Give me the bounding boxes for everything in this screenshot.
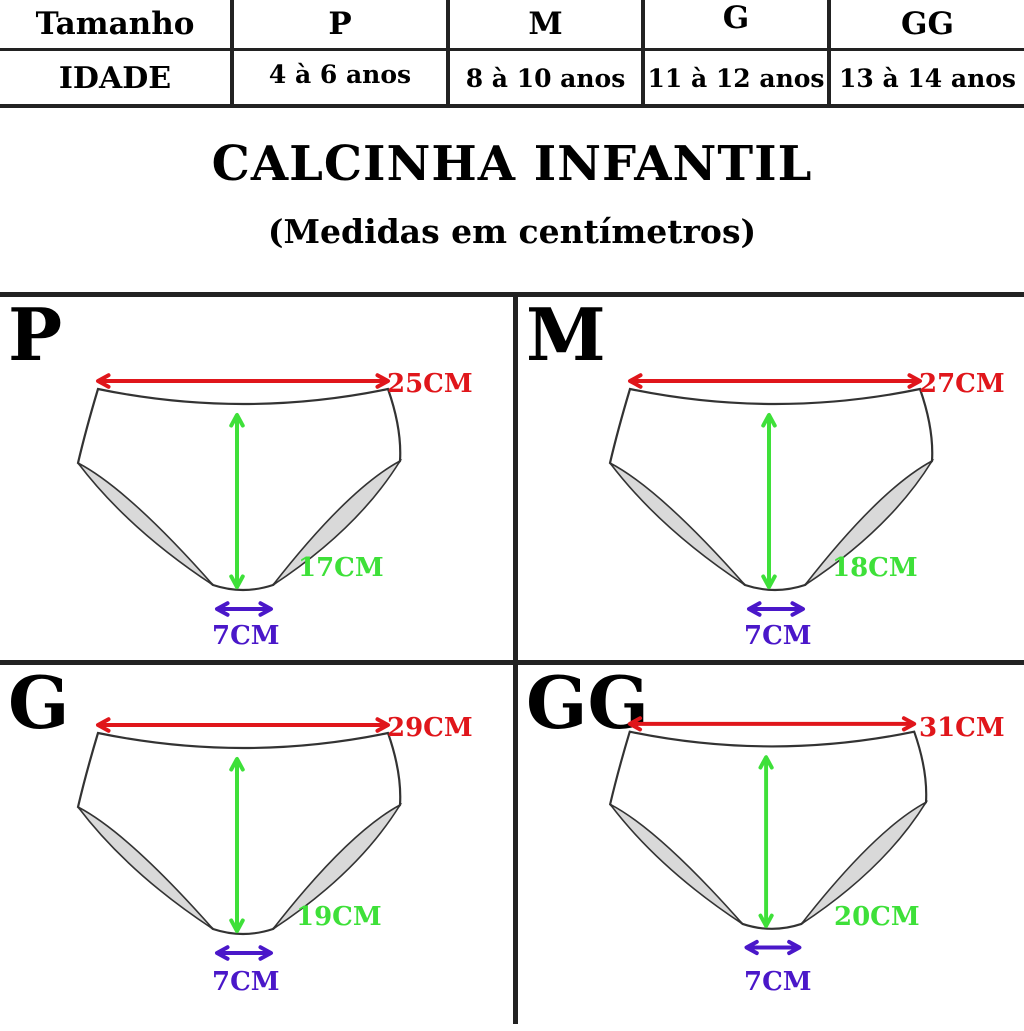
panel-size-letter: GG: [526, 660, 649, 745]
panel-size-g: G 29CM 19CM 7CM: [0, 665, 512, 1031]
waist-arrow-head: [375, 717, 390, 733]
leg-opening-left: [609, 462, 746, 586]
table-age-g: 11 à 12 anos: [647, 63, 825, 93]
table-header-tamanho: Tamanho: [35, 6, 195, 42]
table-age-m: 8 à 10 anos: [465, 63, 626, 93]
leg-opening-right: [272, 458, 403, 586]
waist-arrow: [96, 373, 390, 389]
leg-opening-right: [272, 802, 403, 930]
height-measure-label: 17CM: [298, 553, 384, 583]
height-arrow: [761, 413, 777, 589]
crotch-arrow: [747, 601, 805, 617]
waist-arrow-head: [901, 716, 917, 732]
height-arrow: [229, 413, 245, 589]
panty-diagram: [76, 717, 403, 961]
height-measure-label: 18CM: [832, 553, 918, 583]
leg-opening-left: [77, 462, 214, 586]
table-column-divider: [446, 0, 450, 108]
crotch-arrow-head: [787, 939, 802, 956]
waist-arrow: [628, 373, 922, 389]
crotch-measure-label: 7CM: [212, 621, 280, 651]
height-arrow: [229, 757, 245, 933]
panty-outline: [608, 716, 929, 956]
table-age-gg: 13 à 14 anos: [838, 63, 1016, 93]
crotch-arrow-head: [258, 601, 273, 617]
panel-size-letter: M: [526, 292, 606, 377]
height-arrow-head: [758, 913, 774, 928]
grid-top-border: [0, 292, 1024, 297]
panel-size-p: P 25CM 17CM 7CM: [0, 297, 512, 663]
panty-diagram: [608, 373, 935, 617]
panty-outline: [76, 717, 403, 961]
crotch-arrow: [215, 601, 273, 617]
panty-diagram: [76, 373, 403, 617]
panel-size-gg: GG 31CM 20CM 7CM: [518, 665, 1024, 1031]
waist-arrow-head: [96, 373, 111, 389]
waist-measure-label: 29CM: [387, 713, 473, 743]
height-measure-label: 20CM: [834, 902, 920, 932]
waist-arrow-head: [907, 373, 922, 389]
height-arrow-head: [229, 757, 245, 772]
height-arrow-head: [229, 918, 245, 933]
crotch-arrow-head: [215, 945, 230, 961]
waist-arrow-head: [628, 373, 643, 389]
table-bottom-border: [0, 104, 1024, 108]
table-size-p: P: [328, 6, 352, 42]
crotch-arrow: [744, 939, 802, 956]
panel-size-letter: G: [8, 660, 70, 745]
waist-arrow-head: [375, 373, 390, 389]
page-title: CALCINHA INFANTIL: [211, 136, 813, 192]
crotch-measure-label: 7CM: [744, 967, 812, 997]
panty-outline: [76, 373, 403, 617]
grid-center-divider: [513, 292, 518, 1024]
leg-opening-right: [804, 458, 935, 586]
panel-size-letter: P: [8, 292, 63, 377]
table-size-gg: GG: [901, 6, 954, 42]
height-arrow-head: [229, 574, 245, 589]
panty-diagram: [608, 716, 929, 956]
height-arrow-head: [229, 413, 245, 428]
crotch-arrow-head: [215, 601, 230, 617]
height-measure-label: 19CM: [296, 902, 382, 932]
crotch-arrow-head: [258, 945, 273, 961]
waist-measure-label: 25CM: [387, 369, 473, 399]
waist-measure-label: 31CM: [919, 713, 1005, 743]
waist-arrow-head: [96, 717, 111, 733]
table-column-divider: [230, 0, 234, 108]
table-row-divider: [0, 48, 1024, 51]
table-age-p: 4 à 6 anos: [268, 59, 412, 89]
panty-outline: [608, 373, 935, 617]
table-size-g: G: [722, 0, 750, 36]
size-table: Tamanho P M G GG IDADE 4 à 6 anos 8 à 10…: [0, 0, 1024, 108]
leg-opening-right: [800, 800, 929, 925]
leg-opening-left: [77, 806, 214, 930]
waist-arrow: [96, 717, 390, 733]
height-arrow: [758, 755, 774, 928]
waist-arrow-head: [627, 716, 643, 732]
waist-measure-label: 27CM: [919, 369, 1005, 399]
table-size-m: M: [528, 6, 563, 42]
table-column-divider: [827, 0, 831, 108]
table-column-divider: [641, 0, 645, 108]
height-arrow-head: [758, 755, 774, 770]
waist-arrow: [627, 716, 917, 732]
page-subtitle: (Medidas em centímetros): [267, 212, 757, 251]
crotch-measure-label: 7CM: [744, 621, 812, 651]
crotch-arrow-head: [747, 601, 762, 617]
crotch-arrow-head: [790, 601, 805, 617]
table-header-idade: IDADE: [58, 60, 172, 96]
panel-size-m: M 27CM 18CM 7CM: [518, 297, 1024, 663]
grid-middle-border: [0, 660, 1024, 665]
crotch-arrow: [215, 945, 273, 961]
crotch-arrow-head: [744, 939, 759, 956]
height-arrow-head: [761, 413, 777, 428]
height-arrow-head: [761, 574, 777, 589]
crotch-measure-label: 7CM: [212, 967, 280, 997]
leg-opening-left: [609, 803, 744, 925]
